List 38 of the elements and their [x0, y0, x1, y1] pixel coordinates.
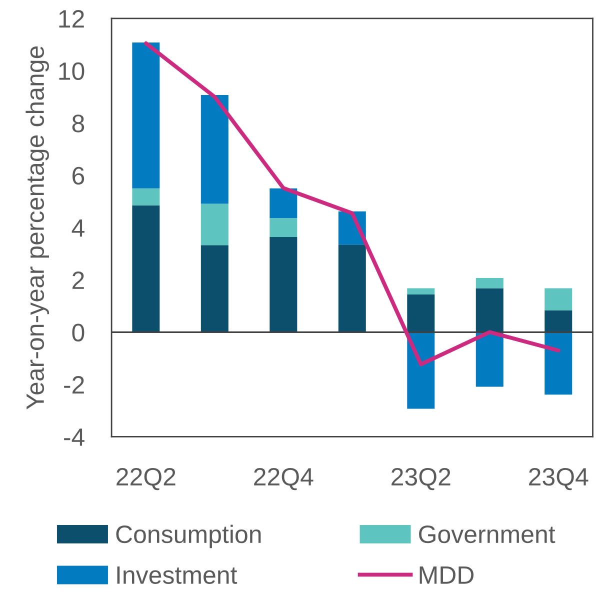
y-tick-label: -2: [64, 376, 84, 394]
x-tick-label: 23Q2: [392, 468, 450, 490]
bar: [407, 288, 435, 295]
legend-label: Investment: [117, 566, 238, 584]
bar: [476, 332, 504, 387]
bar: [200, 95, 228, 204]
bar: [476, 288, 504, 332]
legend-label: MDD: [420, 566, 474, 584]
line-series: [144, 41, 560, 366]
bar: [270, 188, 298, 218]
bar: [270, 218, 298, 237]
bar: [544, 332, 572, 395]
y-axis-title: Year-on-year percentage change: [26, 46, 49, 410]
y-tick-label: 8: [72, 114, 84, 132]
x-tick-label: 22Q4: [254, 468, 314, 490]
y-tick-label: 12: [59, 10, 84, 28]
bar: [200, 204, 228, 246]
bar: [132, 205, 160, 332]
y-tick-label: -4: [64, 428, 84, 446]
bar: [200, 245, 228, 332]
y-tick-label: 10: [59, 62, 84, 80]
bar: [270, 237, 298, 332]
y-tick-label: 6: [72, 166, 84, 185]
y-tick-label: 2: [72, 271, 84, 289]
y-tick-label: 0: [72, 324, 84, 342]
y-tick-label: 4: [72, 219, 84, 237]
bar: [544, 310, 572, 332]
bar: [476, 278, 504, 288]
bar: [407, 294, 435, 332]
x-tick-label: 22Q2: [116, 468, 176, 490]
bar: [338, 244, 366, 332]
legend-label: Government: [419, 525, 556, 544]
bar: [132, 188, 160, 206]
bar: [132, 42, 160, 188]
bar: [407, 332, 435, 409]
legend-label: Consumption: [116, 524, 261, 548]
x-tick-label: 23Q4: [529, 468, 588, 490]
bar: [544, 288, 572, 310]
